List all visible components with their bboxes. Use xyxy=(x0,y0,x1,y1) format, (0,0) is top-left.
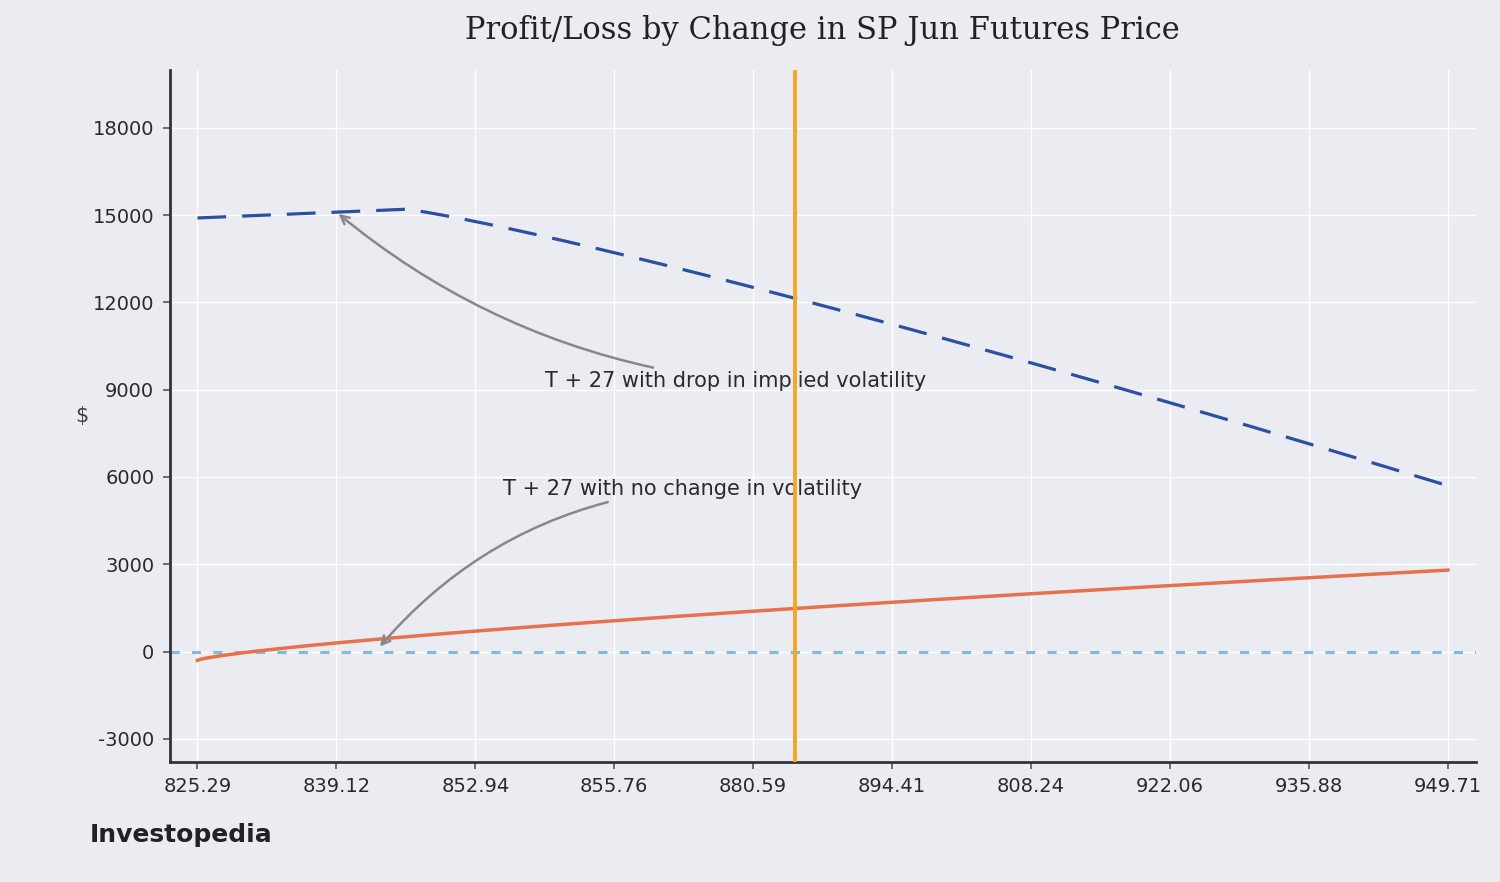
Y-axis label: $: $ xyxy=(75,406,88,426)
Text: T + 27 with drop in implied volatility: T + 27 with drop in implied volatility xyxy=(340,216,926,391)
Text: T + 27 with no change in volatility: T + 27 with no change in volatility xyxy=(381,479,862,645)
Text: Investopedia: Investopedia xyxy=(90,823,273,847)
Title: Profit/Loss by Change in SP Jun Futures Price: Profit/Loss by Change in SP Jun Futures … xyxy=(465,15,1180,46)
